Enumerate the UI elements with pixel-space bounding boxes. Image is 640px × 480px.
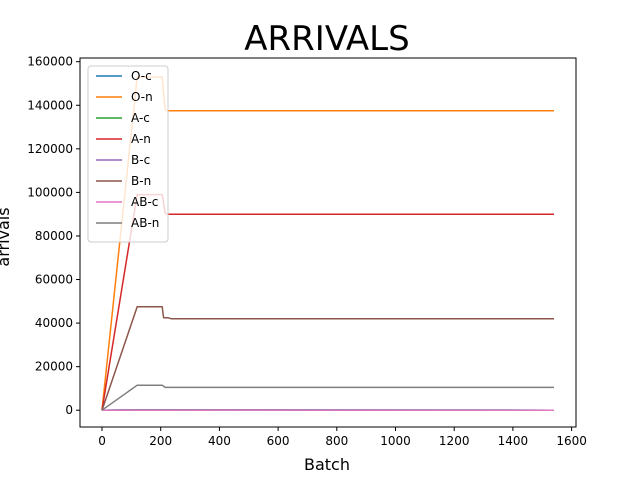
legend: O-c O-n A-c A-n B-c B-n AB-c AB-n [87,65,169,243]
series-line-AB-n [101,384,554,411]
x-axis-title: Batch [304,455,350,474]
axes-frame [79,57,577,428]
legend-label-AB-c: AB-c [131,195,158,209]
y-tick-label: 140000 [27,98,73,112]
series-line-A-n [101,193,554,411]
x-tick-label: 200 [149,434,172,448]
y-tick-label: 40000 [35,316,73,330]
y-tick-label: 80000 [35,229,73,243]
y-tick-label: 120000 [27,142,73,156]
y-axis-title: arrivals [0,207,13,266]
series-line-O-n [101,76,554,411]
legend-label-B-n: B-n [131,174,151,188]
x-tick-label: 1400 [498,434,529,448]
x-tick-label: 600 [267,434,290,448]
legend-label-O-n: O-n [131,90,153,104]
legend-label-O-c: O-c [131,69,152,83]
x-tick-label: 1000 [380,434,411,448]
y-tick-label: 60000 [35,273,73,287]
y-tick-label: 0 [65,403,73,417]
plot-layer [101,76,555,411]
legend-label-A-c: A-c [131,111,150,125]
legend-box [87,65,169,243]
series-line-B-n [101,306,554,411]
axes-layer: 0 200 400 600 800 1000 1200 1400 1600 0 20000 40000… [27,55,587,448]
x-tick-label: 0 [98,434,106,448]
y-tick-label: 100000 [27,185,73,199]
x-tick-label: 800 [325,434,348,448]
y-tick-label: 160000 [27,55,73,69]
x-tick-label: 1600 [556,434,587,448]
x-tick-label: 400 [208,434,231,448]
legend-label-B-c: B-c [131,153,150,167]
y-tick-label: 20000 [35,360,73,374]
legend-label-AB-n: AB-n [131,216,159,230]
legend-label-A-n: A-n [131,132,151,146]
chart-title: ARRIVALS [244,19,409,59]
x-tick-label: 1200 [439,434,470,448]
